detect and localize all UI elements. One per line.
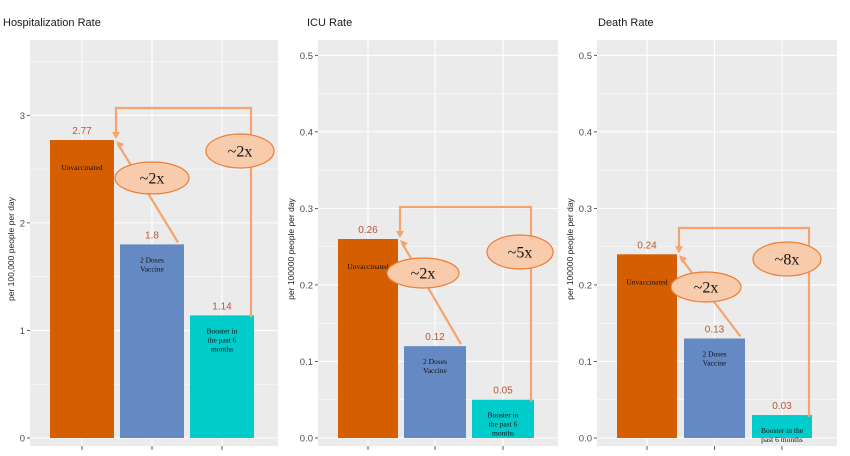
bar-category-label-line: 2 Doses <box>703 350 727 359</box>
bar-two_doses <box>684 338 745 438</box>
data-label: 1.8 <box>145 230 159 241</box>
ratio-badge-label: ~2x <box>140 171 165 188</box>
bar-category-label-line: months <box>492 429 514 438</box>
data-label: 0.26 <box>358 225 378 236</box>
ratio-badge-label: ~2x <box>694 280 719 297</box>
ratio-badge <box>205 133 275 169</box>
comparison-arrowhead <box>116 141 124 150</box>
comparison-arrowhead <box>400 240 408 248</box>
ratio-badge <box>670 271 742 303</box>
data-label: 0.13 <box>705 325 725 336</box>
y-tick-label: 0.4 <box>579 127 592 138</box>
bar-category-label: Booster in the past 6 months <box>761 426 804 444</box>
y-tick-label: 0 <box>20 434 25 445</box>
y-tick-label: 2 <box>20 218 25 229</box>
bar-category-label: Unvaccinated <box>626 277 667 286</box>
chart-panel-2: ICU Rate 0.0 0.1 0.2 0.3 0.4 0.5 per 100000 peo… <box>286 17 558 450</box>
bar-category-label: Unvaccinated <box>61 163 102 172</box>
bar-category-label: 2 Doses Vaccine <box>423 357 448 375</box>
ratio-badge <box>114 161 190 195</box>
bar-category-label-line: Unvaccinated <box>61 163 102 172</box>
y-tick-label: 0.5 <box>300 51 313 62</box>
ratio-badge-label: ~2x <box>228 144 253 161</box>
bar-category-label-line: months <box>211 344 233 353</box>
bar-category-label-line: Vaccine <box>423 366 447 375</box>
y-axis-label: per 100000 people per day <box>286 197 296 299</box>
y-tick-label: 0.0 <box>300 434 313 445</box>
data-label: 1.14 <box>212 301 232 312</box>
bar-category-label-line: Unvaccinated <box>347 262 388 271</box>
bar-category-label-line: Vaccine <box>703 359 727 368</box>
ratio-badge <box>486 234 554 270</box>
y-tick-label: 0.3 <box>300 204 313 215</box>
bar-category-label-line: 2 Doses <box>423 357 447 366</box>
bar-category-label-line: the past 6 <box>208 335 237 344</box>
bar-category-label-line: Booster in <box>206 326 237 335</box>
comparison-arrowhead <box>112 132 120 140</box>
bar-category-label-line: Booster in the <box>761 426 804 435</box>
data-label: 0.24 <box>637 240 657 251</box>
ratio-badge-label: ~2x <box>411 266 436 283</box>
bar-category-label-line: past 6 months <box>761 435 803 444</box>
bar-category-label-line: Unvaccinated <box>626 277 667 286</box>
y-axis-label: per 100,000 people per day <box>6 196 16 301</box>
ratio-badge <box>752 241 822 277</box>
chart-title: Hospitalization Rate <box>3 17 101 29</box>
bar-booster <box>472 399 534 438</box>
bar-category-label-line: Booster in <box>487 411 518 420</box>
bar-booster <box>190 315 254 438</box>
y-tick-label: 0.2 <box>579 280 592 291</box>
chart-title: ICU Rate <box>307 17 352 29</box>
comparison-arrow-line <box>114 106 253 318</box>
chart-title: Death Rate <box>598 17 654 29</box>
y-tick-label: 0.0 <box>579 434 592 445</box>
comparison-arrowhead <box>396 231 404 238</box>
y-tick-label: 3 <box>20 111 25 122</box>
ratio-badge-label: ~8x <box>775 252 800 269</box>
bar-category-label: Booster in the past 6 months <box>206 326 237 353</box>
y-axis-label: per 100000 people per day <box>565 197 575 299</box>
y-tick-label: 0.5 <box>579 51 592 62</box>
y-tick-label: 0.2 <box>300 280 313 291</box>
bar-category-label: Booster in the past 6 months <box>487 411 518 438</box>
ratio-badge-label: ~5x <box>508 245 533 262</box>
y-tick-label: 1 <box>20 326 25 337</box>
data-label: 2.77 <box>72 126 92 137</box>
comparison-arrowhead <box>675 246 683 254</box>
bar-category-label-line: the past 6 <box>489 420 518 429</box>
bar-category-label: 2 Doses Vaccine <box>703 350 728 368</box>
bar-booster <box>752 415 812 438</box>
y-tick-label: 0.1 <box>579 357 592 368</box>
bar-unvaccinated <box>617 254 677 438</box>
bar-unvaccinated <box>50 140 114 438</box>
bar-category-label: 2 Doses Vaccine <box>140 255 165 273</box>
y-tick-label: 0.1 <box>300 357 313 368</box>
data-label: 0.12 <box>425 332 445 343</box>
comparison-arrow-line <box>677 226 811 418</box>
comparison-arrowhead <box>679 255 687 264</box>
data-label: 0.03 <box>772 401 792 412</box>
y-tick-label: 0.4 <box>300 127 313 138</box>
data-label: 0.05 <box>493 386 513 397</box>
y-tick-label: 0.3 <box>579 204 592 215</box>
chart-panel-1: Hospitalization Rate 0 1 2 3 per 100,000 peop… <box>3 17 278 450</box>
bar-two_doses <box>120 244 184 438</box>
ratio-badge <box>386 257 460 289</box>
bar-category-label-line: Vaccine <box>140 264 164 273</box>
chart-panel-3: Death Rate 0.0 0.1 0.2 0.3 0.4 0.5 per 100000 p… <box>565 17 837 450</box>
bar-two_doses <box>404 346 466 438</box>
comparison-arrow-line <box>398 205 533 402</box>
bar-category-label-line: 2 Doses <box>140 255 164 264</box>
bar-category-label: Unvaccinated <box>347 262 388 271</box>
